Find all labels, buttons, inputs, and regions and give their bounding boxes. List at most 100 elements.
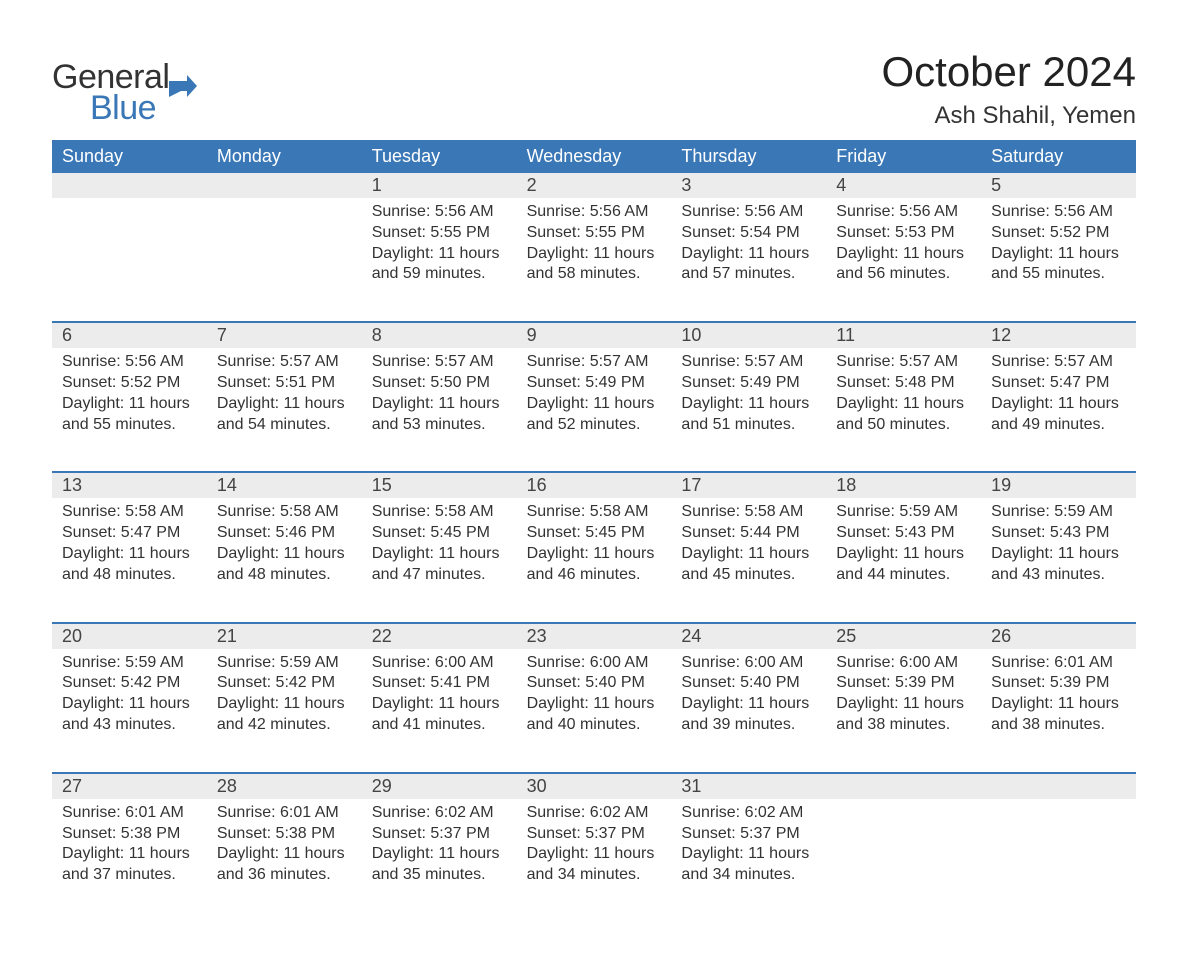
calendar-header-row: SundayMondayTuesdayWednesdayThursdayFrid… <box>52 140 1136 173</box>
day-cell: Sunrise: 5:57 AM Sunset: 5:49 PM Dayligh… <box>517 348 672 457</box>
day-details: Sunrise: 5:56 AM Sunset: 5:53 PM Dayligh… <box>836 202 971 285</box>
day-number: 5 <box>981 173 1136 198</box>
day-details: Sunrise: 5:56 AM Sunset: 5:54 PM Dayligh… <box>681 202 816 285</box>
day-number: 6 <box>52 323 207 348</box>
day-cell: Sunrise: 6:02 AM Sunset: 5:37 PM Dayligh… <box>362 799 517 908</box>
day-details: Sunrise: 5:58 AM Sunset: 5:45 PM Dayligh… <box>527 502 662 585</box>
day-cell: Sunrise: 5:56 AM Sunset: 5:52 PM Dayligh… <box>981 198 1136 307</box>
day-cell: Sunrise: 6:02 AM Sunset: 5:37 PM Dayligh… <box>517 799 672 908</box>
day-details: Sunrise: 6:02 AM Sunset: 5:37 PM Dayligh… <box>527 803 662 886</box>
day-cell: Sunrise: 5:56 AM Sunset: 5:55 PM Dayligh… <box>517 198 672 307</box>
day-details: Sunrise: 6:00 AM Sunset: 5:41 PM Dayligh… <box>372 653 507 736</box>
day-number: 15 <box>362 473 517 498</box>
day-number: 31 <box>671 774 826 799</box>
day-number: 27 <box>52 774 207 799</box>
day-cell <box>826 799 981 908</box>
week-row: Sunrise: 5:58 AM Sunset: 5:47 PM Dayligh… <box>52 498 1136 607</box>
day-details: Sunrise: 5:58 AM Sunset: 5:47 PM Dayligh… <box>62 502 197 585</box>
week-row: Sunrise: 5:56 AM Sunset: 5:52 PM Dayligh… <box>52 348 1136 457</box>
day-number: 26 <box>981 624 1136 649</box>
day-details: Sunrise: 5:59 AM Sunset: 5:42 PM Dayligh… <box>217 653 352 736</box>
day-number: 7 <box>207 323 362 348</box>
day-cell: Sunrise: 5:58 AM Sunset: 5:46 PM Dayligh… <box>207 498 362 607</box>
day-cell: Sunrise: 5:57 AM Sunset: 5:48 PM Dayligh… <box>826 348 981 457</box>
day-cell: Sunrise: 6:00 AM Sunset: 5:40 PM Dayligh… <box>671 649 826 758</box>
day-number: 23 <box>517 624 672 649</box>
day-number: 21 <box>207 624 362 649</box>
day-number: 10 <box>671 323 826 348</box>
day-header-thursday: Thursday <box>671 140 826 173</box>
day-cell: Sunrise: 5:59 AM Sunset: 5:43 PM Dayligh… <box>981 498 1136 607</box>
day-cell <box>981 799 1136 908</box>
day-details: Sunrise: 6:00 AM Sunset: 5:40 PM Dayligh… <box>527 653 662 736</box>
day-details: Sunrise: 5:58 AM Sunset: 5:44 PM Dayligh… <box>681 502 816 585</box>
day-number: 25 <box>826 624 981 649</box>
day-header-tuesday: Tuesday <box>362 140 517 173</box>
day-number: 12 <box>981 323 1136 348</box>
day-details: Sunrise: 6:02 AM Sunset: 5:37 PM Dayligh… <box>681 803 816 886</box>
calendar-grid: SundayMondayTuesdayWednesdayThursdayFrid… <box>52 140 1136 908</box>
day-details: Sunrise: 5:56 AM Sunset: 5:52 PM Dayligh… <box>991 202 1126 285</box>
calendar-body: 12345Sunrise: 5:56 AM Sunset: 5:55 PM Da… <box>52 173 1136 908</box>
day-number: 8 <box>362 323 517 348</box>
day-details: Sunrise: 6:01 AM Sunset: 5:39 PM Dayligh… <box>991 653 1126 736</box>
day-number: 11 <box>826 323 981 348</box>
day-number: 9 <box>517 323 672 348</box>
day-cell: Sunrise: 5:58 AM Sunset: 5:45 PM Dayligh… <box>517 498 672 607</box>
day-header-saturday: Saturday <box>981 140 1136 173</box>
day-cell: Sunrise: 5:56 AM Sunset: 5:52 PM Dayligh… <box>52 348 207 457</box>
day-cell <box>207 198 362 307</box>
title-block: October 2024 Ash Shahil, Yemen <box>881 48 1136 130</box>
day-cell: Sunrise: 5:56 AM Sunset: 5:53 PM Dayligh… <box>826 198 981 307</box>
daynum-row: 6789101112 <box>52 323 1136 348</box>
day-header-wednesday: Wednesday <box>517 140 672 173</box>
daynum-row: 2728293031 <box>52 774 1136 799</box>
day-details: Sunrise: 5:59 AM Sunset: 5:42 PM Dayligh… <box>62 653 197 736</box>
day-number: 4 <box>826 173 981 198</box>
day-number <box>52 173 207 198</box>
logo: General Blue <box>52 48 197 128</box>
day-number: 22 <box>362 624 517 649</box>
daynum-row: 20212223242526 <box>52 624 1136 649</box>
day-details: Sunrise: 6:01 AM Sunset: 5:38 PM Dayligh… <box>217 803 352 886</box>
week-row: Sunrise: 5:56 AM Sunset: 5:55 PM Dayligh… <box>52 198 1136 307</box>
day-number: 19 <box>981 473 1136 498</box>
day-cell: Sunrise: 5:58 AM Sunset: 5:45 PM Dayligh… <box>362 498 517 607</box>
day-details: Sunrise: 5:58 AM Sunset: 5:46 PM Dayligh… <box>217 502 352 585</box>
day-details: Sunrise: 5:57 AM Sunset: 5:51 PM Dayligh… <box>217 352 352 435</box>
day-details: Sunrise: 5:57 AM Sunset: 5:49 PM Dayligh… <box>527 352 662 435</box>
day-number: 2 <box>517 173 672 198</box>
day-number: 29 <box>362 774 517 799</box>
day-number: 20 <box>52 624 207 649</box>
day-number: 16 <box>517 473 672 498</box>
logo-text-blue: Blue <box>90 89 197 128</box>
day-cell: Sunrise: 5:59 AM Sunset: 5:42 PM Dayligh… <box>207 649 362 758</box>
page-header: General Blue October 2024 Ash Shahil, Ye… <box>52 48 1136 130</box>
daynum-row: 13141516171819 <box>52 473 1136 498</box>
month-title: October 2024 <box>881 48 1136 96</box>
day-details: Sunrise: 6:00 AM Sunset: 5:39 PM Dayligh… <box>836 653 971 736</box>
day-number: 18 <box>826 473 981 498</box>
day-cell: Sunrise: 5:57 AM Sunset: 5:47 PM Dayligh… <box>981 348 1136 457</box>
day-details: Sunrise: 6:02 AM Sunset: 5:37 PM Dayligh… <box>372 803 507 886</box>
day-header-sunday: Sunday <box>52 140 207 173</box>
day-header-monday: Monday <box>207 140 362 173</box>
day-cell: Sunrise: 6:02 AM Sunset: 5:37 PM Dayligh… <box>671 799 826 908</box>
week-row: Sunrise: 5:59 AM Sunset: 5:42 PM Dayligh… <box>52 649 1136 758</box>
day-cell <box>52 198 207 307</box>
day-number: 28 <box>207 774 362 799</box>
day-cell: Sunrise: 6:01 AM Sunset: 5:38 PM Dayligh… <box>207 799 362 908</box>
day-cell: Sunrise: 5:59 AM Sunset: 5:43 PM Dayligh… <box>826 498 981 607</box>
day-number <box>826 774 981 799</box>
day-details: Sunrise: 5:56 AM Sunset: 5:52 PM Dayligh… <box>62 352 197 435</box>
day-number <box>981 774 1136 799</box>
day-details: Sunrise: 5:56 AM Sunset: 5:55 PM Dayligh… <box>527 202 662 285</box>
day-number: 24 <box>671 624 826 649</box>
day-details: Sunrise: 5:57 AM Sunset: 5:48 PM Dayligh… <box>836 352 971 435</box>
day-cell: Sunrise: 6:00 AM Sunset: 5:40 PM Dayligh… <box>517 649 672 758</box>
day-details: Sunrise: 5:57 AM Sunset: 5:49 PM Dayligh… <box>681 352 816 435</box>
day-number: 13 <box>52 473 207 498</box>
day-details: Sunrise: 5:57 AM Sunset: 5:47 PM Dayligh… <box>991 352 1126 435</box>
day-cell: Sunrise: 6:00 AM Sunset: 5:39 PM Dayligh… <box>826 649 981 758</box>
day-cell: Sunrise: 5:59 AM Sunset: 5:42 PM Dayligh… <box>52 649 207 758</box>
